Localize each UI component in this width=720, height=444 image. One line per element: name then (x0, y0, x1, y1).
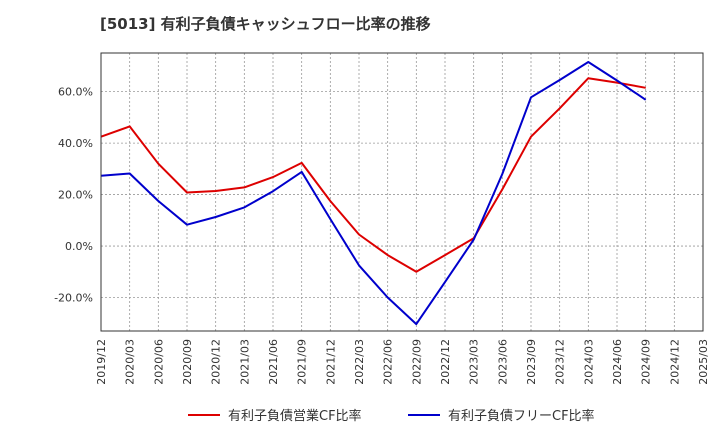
x-tick-label: 2022/06 (382, 339, 395, 385)
x-tick-label: 2023/06 (496, 339, 509, 385)
x-tick-label: 2021/09 (296, 339, 309, 385)
x-tick-label: 2023/12 (554, 339, 567, 385)
y-tick-label: 40.0% (58, 137, 93, 150)
series-line-2 (100, 61, 647, 326)
y-tick-label: -20.0% (54, 292, 93, 305)
x-tick-label: 2022/09 (410, 339, 423, 385)
x-tick-label: 2020/06 (152, 339, 165, 385)
x-tick-label: 2022/03 (353, 339, 366, 385)
x-tick-label: 2024/03 (582, 339, 595, 385)
x-tick-label: 2021/06 (267, 339, 280, 385)
x-tick-label: 2021/03 (238, 339, 251, 385)
series-line-1 (100, 77, 646, 273)
series-lines (100, 61, 647, 326)
x-tick-label: 2023/03 (468, 339, 481, 385)
grid-lines (101, 53, 703, 331)
x-tick-label: 2024/06 (611, 339, 624, 385)
x-tick-label: 2020/09 (181, 339, 194, 385)
y-tick-label: 0.0% (65, 240, 93, 253)
x-tick-label: 2024/12 (668, 339, 681, 385)
legend: 有利子負債営業CF比率 有利子負債フリーCF比率 (188, 408, 595, 424)
x-tick-label: 2025/03 (697, 339, 710, 385)
x-tick-label: 2020/03 (124, 339, 137, 385)
x-axis-ticks: 2019/12 2020/03 2020/06 2020/09 2020/12 2021/… (95, 339, 710, 385)
y-axis-ticks: -20.0% 0.0% 20.0% 40.0% 60.0% (54, 86, 93, 305)
x-tick-label: 2024/09 (640, 339, 653, 385)
x-tick-label: 2019/12 (95, 339, 108, 385)
legend-label: 有利子負債フリーCF比率 (448, 408, 595, 424)
chart-title: [5013] 有利子負債キャッシュフロー比率の推移 (100, 15, 431, 33)
x-tick-label: 2023/09 (525, 339, 538, 385)
y-tick-label: 20.0% (58, 189, 93, 202)
x-tick-label: 2022/12 (439, 339, 452, 385)
legend-label: 有利子負債営業CF比率 (228, 408, 362, 424)
y-tick-label: 60.0% (58, 86, 93, 99)
plot-frame (100, 52, 704, 332)
plot-border (100, 52, 704, 332)
x-tick-label: 2021/12 (324, 339, 337, 385)
x-tick-label: 2020/12 (210, 339, 223, 385)
